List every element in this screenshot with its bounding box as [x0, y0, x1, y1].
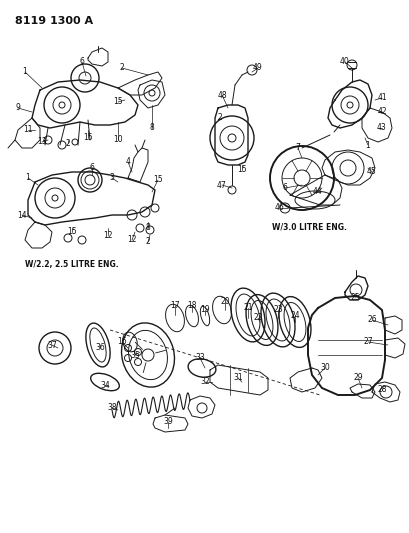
Text: 8119 1300 A: 8119 1300 A: [15, 16, 93, 26]
Text: 45: 45: [366, 167, 376, 176]
Text: 22: 22: [253, 313, 262, 322]
Text: 24: 24: [290, 311, 299, 319]
Text: 13: 13: [37, 138, 47, 147]
Text: 6: 6: [282, 183, 287, 192]
Text: 37: 37: [47, 341, 57, 350]
Text: 46: 46: [274, 204, 284, 213]
Text: 15: 15: [67, 228, 76, 237]
Text: 15: 15: [153, 175, 162, 184]
Text: 9: 9: [16, 103, 20, 112]
Text: 15: 15: [113, 98, 123, 107]
Text: 38: 38: [107, 403, 117, 413]
Text: W/2.2, 2.5 LITRE ENG.: W/2.2, 2.5 LITRE ENG.: [25, 260, 119, 269]
Text: 43: 43: [376, 124, 386, 133]
Text: 31: 31: [233, 374, 242, 383]
Text: 16: 16: [117, 337, 126, 346]
Text: 49: 49: [252, 63, 262, 72]
Text: 40: 40: [339, 58, 349, 67]
Text: 2: 2: [119, 63, 124, 72]
Text: 3: 3: [109, 174, 114, 182]
Text: 10: 10: [113, 135, 123, 144]
Text: 28: 28: [376, 385, 386, 394]
Text: 32: 32: [200, 377, 209, 386]
Text: 1: 1: [22, 68, 27, 77]
Text: 23: 23: [272, 305, 282, 314]
Text: 26: 26: [366, 316, 376, 325]
Text: 34: 34: [100, 381, 110, 390]
Text: 41: 41: [376, 93, 386, 102]
Text: 15: 15: [237, 166, 246, 174]
Text: 42: 42: [376, 108, 386, 117]
Text: 15: 15: [83, 133, 92, 142]
Text: 25: 25: [349, 294, 359, 303]
Text: 6: 6: [89, 164, 94, 173]
Text: 8: 8: [145, 223, 150, 232]
Text: 12: 12: [127, 236, 137, 245]
Text: 2: 2: [65, 139, 70, 148]
Text: 19: 19: [200, 305, 209, 314]
Text: 33: 33: [195, 353, 204, 362]
Text: 1: 1: [25, 174, 30, 182]
Text: 35: 35: [130, 351, 139, 359]
Text: 36: 36: [95, 343, 105, 352]
Text: 29: 29: [352, 374, 362, 383]
Text: 20: 20: [220, 297, 229, 306]
Text: 2: 2: [217, 114, 222, 123]
Text: 12: 12: [103, 230, 112, 239]
Text: 1: 1: [365, 141, 369, 149]
Text: 21: 21: [243, 303, 252, 312]
Text: 27: 27: [362, 337, 372, 346]
Text: 7: 7: [295, 143, 300, 152]
Text: 6: 6: [79, 58, 84, 67]
Text: 44: 44: [312, 188, 322, 197]
Text: 17: 17: [170, 301, 180, 310]
Text: W/3.0 LITRE ENG.: W/3.0 LITRE ENG.: [271, 222, 346, 231]
Text: 4: 4: [125, 157, 130, 166]
Text: 2: 2: [145, 238, 150, 246]
Text: 8: 8: [149, 124, 154, 133]
Text: 30: 30: [319, 364, 329, 373]
Text: 48: 48: [217, 91, 226, 100]
Text: 14: 14: [17, 211, 27, 220]
Text: 47: 47: [217, 181, 226, 190]
Text: 39: 39: [163, 417, 173, 426]
Text: 11: 11: [23, 125, 33, 134]
Text: 18: 18: [187, 301, 196, 310]
